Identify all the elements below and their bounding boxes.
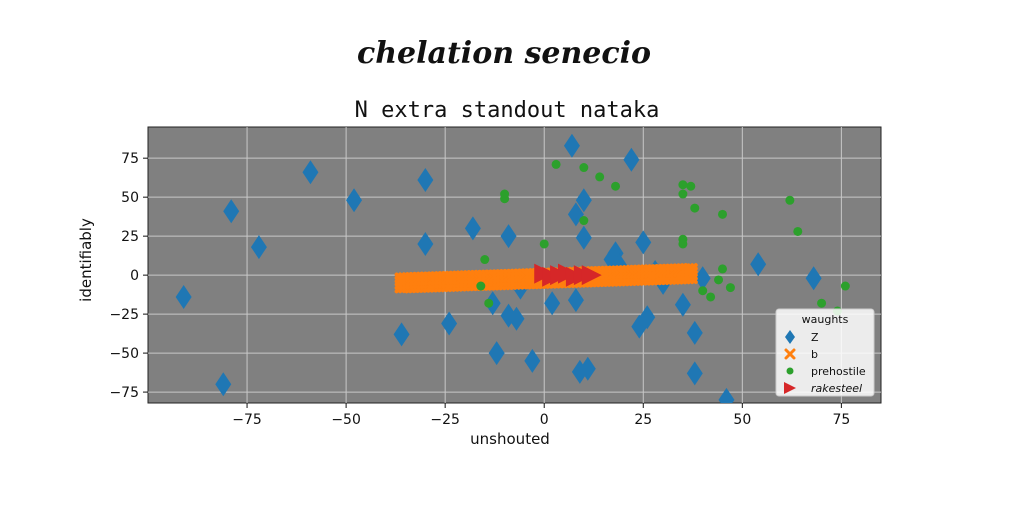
series-prehostile-point [539,239,549,249]
series-prehostile-point [678,189,688,199]
series-prehostile-point [611,181,621,191]
series-z-point [464,216,481,241]
series-prehostile-point [579,216,589,226]
legend-entry-label: b [811,348,818,361]
figure-suptitle: chelation senecio [357,36,651,71]
series-z-point [393,322,410,347]
series-z-point [686,361,703,386]
y-tick-label: 75 [121,151,139,167]
series-prehostile-point [706,292,716,302]
legend-entry-label: Z [811,331,819,344]
series-prehostile-point [579,163,589,173]
series-prehostile-point [793,226,803,236]
series-b-point [683,266,698,281]
x-tick-label: 50 [733,412,751,428]
legend: waughts Zb prehostile rakesteel [775,308,875,397]
series-z-point [215,372,232,397]
series-z-point [674,292,691,317]
series-z-point [694,266,711,291]
axis-ticks: −75 −50 −25 0 25 50 75 −75 −50 −25 0 25 50 75 [109,151,850,428]
series-prehostile-point [718,264,728,274]
series-z-point [567,288,584,313]
x-tick-label: 0 [540,412,549,428]
x-tick-label: −75 [232,412,262,428]
data-marks [175,133,850,403]
series-z-point [508,306,525,331]
x-tick-label: −25 [430,412,460,428]
legend-entry-label: prehostile [811,365,866,378]
series-z-point [488,341,505,366]
series-z-point [750,252,767,277]
series-z-point [250,235,267,260]
series-z-point [524,348,541,373]
series-z-point [805,266,822,291]
series-z-point [639,305,656,330]
series-z-point [623,147,640,172]
legend-title: waughts [802,313,849,326]
x-tick-label: −50 [331,412,361,428]
series-prehostile-point [484,298,494,308]
y-tick-label: 0 [130,268,139,284]
series-prehostile-point [840,281,850,291]
series-z-point [302,160,319,185]
series-z-point [718,387,735,403]
series-prehostile-point [480,255,490,265]
series-z-point [563,133,580,158]
series-prehostile-point [725,283,735,293]
y-tick-label: −50 [109,346,139,362]
x-tick-label: 25 [634,412,652,428]
legend-box [775,308,875,397]
series-z-point [441,311,458,336]
plot-area [147,126,882,404]
legend-rakesteel-icon [784,382,796,394]
series-z-point [223,199,240,224]
series-prehostile-point [690,203,700,213]
series-rakesteel-point [581,265,602,286]
series-prehostile-point [686,181,696,191]
series-z-point [500,224,517,249]
series-prehostile-point [551,159,561,169]
series-z-point [603,247,620,272]
series-prehostile-point [718,209,728,219]
series-z-point [575,225,592,250]
series-z-point [544,291,561,316]
series-prehostile-point [785,195,795,205]
series-prehostile-point [595,172,605,182]
legend-entry-label: rakesteel [811,382,862,395]
series-z-point [575,188,592,213]
series-z-point [579,356,596,381]
y-tick-label: 25 [121,229,139,245]
series-z-point [346,188,363,213]
series-z-point [635,230,652,255]
series-prehostile-point [678,180,688,190]
series-prehostile-point [698,286,708,296]
series-z-point [686,320,703,345]
x-axis-label: unshouted [470,430,550,448]
legend-z-icon [785,330,795,344]
legend-prehostile-icon [786,367,794,375]
series-z-point [417,231,434,256]
series-prehostile-point [500,189,510,199]
y-axis-label: identifiably [77,218,95,302]
chart-title: N extra standout nataka [355,98,660,123]
y-tick-label: −25 [109,307,139,323]
series-prehostile-point [817,298,827,308]
legend-b-icon [784,348,796,360]
series-prehostile-point [678,239,688,249]
grid-lines [148,127,881,403]
y-tick-label: −75 [109,385,139,401]
series-prehostile-point [714,275,724,285]
series-b-point [683,263,698,278]
y-tick-label: 50 [121,190,139,206]
series-prehostile-point [476,281,486,291]
series-z-point [175,284,192,309]
series-z-point [417,168,434,193]
x-tick-label: 75 [832,412,850,428]
